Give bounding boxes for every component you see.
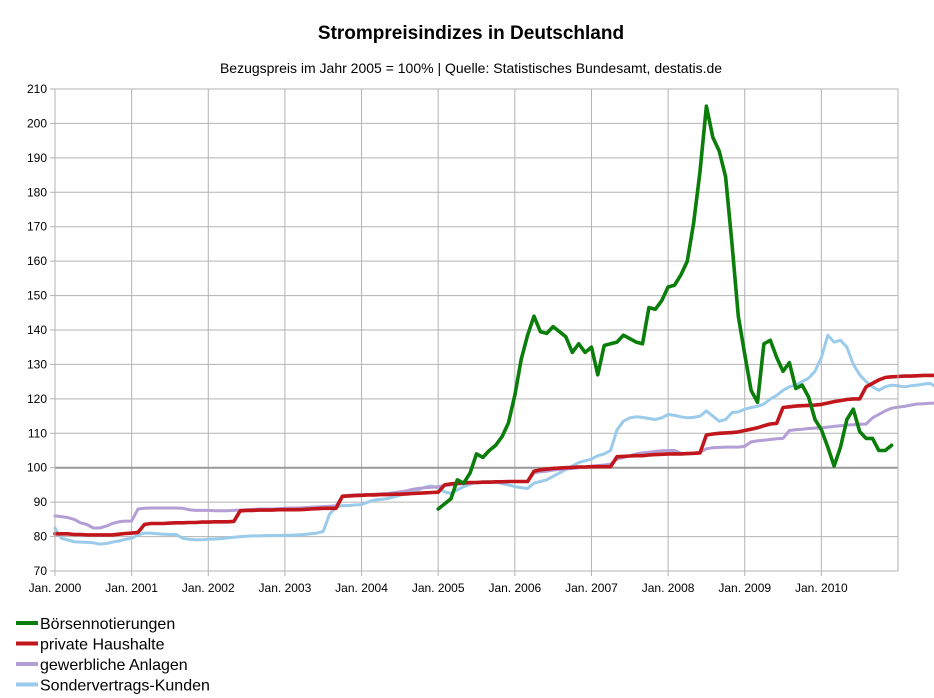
x-tick-label: Jan. 2004	[335, 581, 388, 595]
y-tick-label: 130	[27, 357, 47, 371]
y-tick-label: 150	[27, 289, 47, 303]
series-line-3	[53, 333, 934, 546]
grid-lines	[54, 88, 898, 572]
x-tick-label: Jan. 2006	[488, 581, 541, 595]
y-tick-label: 140	[27, 323, 47, 337]
y-tick-label: 180	[27, 185, 47, 199]
legend-label: Sondervertrags-Kunden	[40, 678, 210, 695]
chart-title: Strompreisindizes in Deutschland	[318, 23, 624, 44]
y-tick-label: 80	[34, 530, 48, 544]
x-tick-label: Jan. 2005	[412, 581, 465, 595]
legend-label: private Haushalte	[40, 637, 165, 654]
y-axis-ticks: 70 80 90 100 110 120 130 140 150 160 170 180 190 200 2…	[27, 82, 55, 578]
legend-label: gewerbliche Anlagen	[40, 657, 188, 674]
x-tick-label: Jan. 2001	[105, 581, 158, 595]
y-tick-label: 110	[28, 426, 47, 440]
x-tick-label: Jan. 2010	[795, 581, 848, 595]
x-tick-label: Jan. 2002	[182, 581, 235, 595]
y-tick-label: 190	[27, 151, 47, 165]
x-tick-label: Jan. 2009	[718, 581, 771, 595]
series-lines	[53, 104, 934, 546]
legend: Börsennotierungen private Haushalte gewerb…	[16, 616, 210, 695]
y-tick-label: 210	[27, 82, 47, 96]
y-tick-label: 70	[34, 564, 48, 578]
x-tick-label: Jan. 2008	[642, 581, 695, 595]
x-tick-label: Jan. 2003	[259, 581, 312, 595]
legend-label: Börsennotierungen	[40, 616, 175, 633]
series-line-1	[53, 373, 934, 537]
plot-area-frame	[54, 88, 899, 572]
y-tick-label: 170	[27, 220, 47, 234]
y-tick-label: 120	[27, 392, 47, 406]
y-tick-label: 160	[27, 254, 47, 268]
series-line-2	[53, 401, 934, 530]
chart-subtitle: Bezugspreis im Jahr 2005 = 100% | Quelle…	[220, 60, 722, 76]
x-tick-label: Jan. 2000	[29, 581, 82, 595]
y-tick-label: 90	[34, 495, 48, 509]
series-line-0	[436, 104, 894, 511]
x-axis-ticks: Jan. 2000 Jan. 2001 Jan. 2002 Jan. 2003 Jan.…	[29, 571, 848, 595]
x-tick-label: Jan. 2007	[565, 581, 618, 595]
y-tick-label: 200	[27, 116, 47, 130]
y-tick-label: 100	[27, 461, 47, 475]
